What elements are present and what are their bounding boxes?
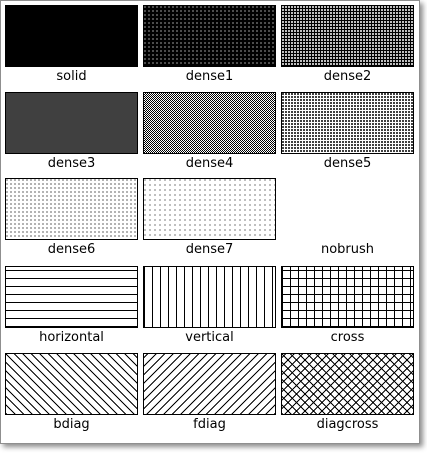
brush-swatch-fdiag: [143, 353, 276, 415]
brush-label-cross: cross: [330, 330, 365, 345]
brush-styles-window: solid dense1 dense2 dense3 dense4 dense5…: [0, 0, 420, 444]
brush-swatch-dense1: [143, 5, 276, 67]
brush-swatch-vertical: [143, 266, 276, 328]
brush-swatch-dense3: [5, 92, 138, 154]
brush-label-dense4: dense4: [185, 156, 234, 171]
brush-swatch-cross: [281, 266, 414, 328]
brush-label-bdiag: bdiag: [53, 417, 90, 432]
brush-swatch-dense6: [5, 178, 138, 240]
brush-label-dense7: dense7: [185, 242, 234, 257]
brush-swatch-horizontal: [5, 266, 138, 328]
brush-label-solid: solid: [56, 69, 87, 84]
brush-label-horizontal: horizontal: [39, 330, 104, 345]
brush-swatch-bdiag: [5, 353, 138, 415]
brush-label-nobrush: nobrush: [320, 242, 375, 257]
brush-label-dense5: dense5: [323, 156, 372, 171]
brush-label-dense6: dense6: [47, 242, 96, 257]
brush-swatch-dense7: [143, 178, 276, 240]
brush-label-dense2: dense2: [323, 69, 372, 84]
brush-swatch-dense5: [281, 92, 414, 154]
brush-swatch-dense4: [143, 92, 276, 154]
brush-label-fdiag: fdiag: [193, 417, 226, 432]
brush-swatch-dense2: [281, 5, 414, 67]
brush-label-vertical: vertical: [185, 330, 234, 345]
brush-swatch-nobrush: [281, 178, 414, 240]
brush-label-dense1: dense1: [185, 69, 234, 84]
brush-swatch-diagcross: [281, 353, 414, 415]
brush-label-dense3: dense3: [47, 156, 96, 171]
brush-label-diagcross: diagcross: [316, 417, 379, 432]
brush-swatch-solid: [5, 5, 138, 67]
